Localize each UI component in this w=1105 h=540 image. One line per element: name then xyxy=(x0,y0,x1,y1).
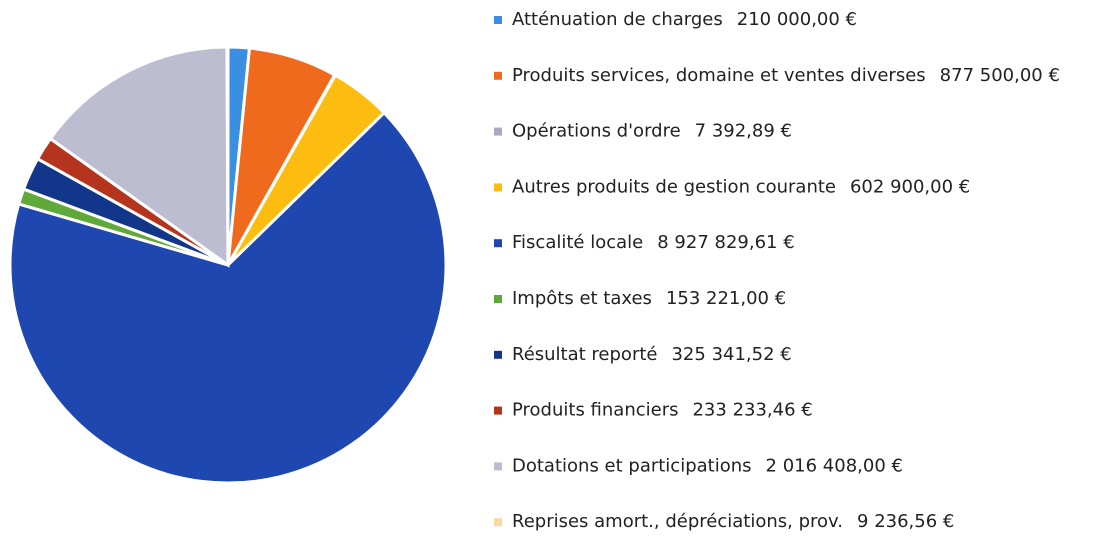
legend-value: 877 500,00 € xyxy=(940,65,1060,86)
legend-entry: Autres produits de gestion courante 602 9… xyxy=(512,176,970,197)
legend-name: Produits services, domaine et ventes div… xyxy=(512,65,926,86)
legend-name: Atténuation de charges xyxy=(512,9,723,30)
legend-marker xyxy=(494,350,502,359)
legend-value: 2 016 408,00 € xyxy=(766,455,903,476)
legend-entry: Impôts et taxes 153 221,00 € xyxy=(512,288,786,309)
legend-name: Fiscalité locale xyxy=(512,232,643,253)
legend-name: Reprises amort., dépréciations, prov. xyxy=(512,511,843,532)
legend-marker xyxy=(494,71,502,80)
legend-marker xyxy=(494,183,502,192)
legend-value: 233 233,46 € xyxy=(692,400,812,421)
legend-name: Impôts et taxes xyxy=(512,288,652,309)
pie-slice xyxy=(225,45,230,266)
legend-value: 210 000,00 € xyxy=(737,9,857,30)
legend-value: 9 236,56 € xyxy=(857,511,954,532)
legend-marker xyxy=(494,127,502,136)
legend-marker xyxy=(494,295,502,303)
legend-value: 7 392,89 € xyxy=(695,121,792,142)
legend-marker xyxy=(494,462,502,471)
legend-name: Dotations et participations xyxy=(512,455,752,476)
legend-marker xyxy=(494,239,502,248)
legend-name: Résultat reporté xyxy=(512,344,657,365)
legend-entry: Opérations d'ordre 7 392,89 € xyxy=(512,121,792,142)
pie-slice xyxy=(48,45,230,268)
legend-value: 602 900,00 € xyxy=(850,176,970,197)
legend-name: Autres produits de gestion courante xyxy=(512,176,836,197)
legend-value: 8 927 829,61 € xyxy=(657,232,794,253)
pie-slice xyxy=(8,110,448,485)
legend-entry: Reprises amort., dépréciations, prov. 9 2… xyxy=(512,511,954,532)
legend-entry: Produits financiers 233 233,46 € xyxy=(512,400,813,421)
legend-entry: Dotations et participations 2 016 408,00 … xyxy=(512,455,903,476)
legend-entry: Produits services, domaine et ventes div… xyxy=(512,65,1060,86)
legend-name: Opérations d'ordre xyxy=(512,121,681,142)
legend-entry: Fiscalité locale 8 927 829,61 € xyxy=(512,232,795,253)
legend-entry: Atténuation de charges 210 000,00 € xyxy=(512,9,857,30)
legend-marker xyxy=(494,518,502,527)
legend-name: Produits financiers xyxy=(512,400,678,421)
legend-value: 153 221,00 € xyxy=(666,288,786,309)
legend-value: 325 341,52 € xyxy=(671,344,791,365)
legend-marker xyxy=(494,16,502,24)
legend-entry: Résultat reporté 325 341,52 € xyxy=(512,344,792,365)
legend-marker xyxy=(494,406,502,415)
